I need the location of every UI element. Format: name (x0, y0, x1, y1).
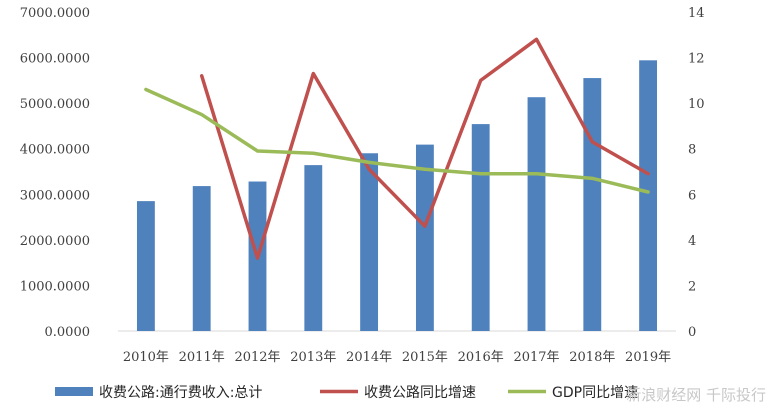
bar (415, 144, 434, 331)
legend: 收费公路:通行费收入:总计 收费公路同比增速 GDP同比增速 (55, 385, 638, 401)
x-axis-tick-label: 2011年 (179, 350, 225, 365)
x-axis-tick-label: 2015年 (402, 350, 448, 365)
right-axis-tick-label: 10 (688, 97, 705, 112)
x-axis-tick-labels: 2010年 2011年 2012年 2013年 2014年 2015年 2016年 2017年… (123, 350, 671, 365)
legend-label: 收费公路:通行费收入:总计 (99, 385, 262, 401)
x-axis-tick-label: 2018年 (569, 350, 615, 365)
x-axis-tick-label: 2017年 (513, 350, 559, 365)
bar-series (136, 60, 658, 332)
x-axis-tick-label: 2013年 (290, 350, 336, 365)
right-axis-tick-label: 14 (688, 6, 705, 21)
left-axis-tick-label: 3000.0000 (20, 188, 90, 203)
x-axis-tick-label: 2014年 (346, 350, 392, 365)
left-axis-tick-label: 4000.0000 (20, 143, 90, 158)
left-axis-tick-label: 7000.0000 (20, 6, 90, 21)
right-axis-tick-label: 2 (688, 279, 696, 294)
x-axis-tick-label: 2016年 (458, 350, 504, 365)
bar (639, 60, 658, 331)
series-line (199, 37, 650, 260)
right-axis-tick-label: 12 (688, 52, 705, 67)
bar (304, 165, 323, 331)
legend-label: 收费公路同比增速 (364, 385, 476, 401)
right-axis-tick-label: 6 (688, 188, 696, 203)
left-axis-tick-label: 2000.0000 (20, 234, 90, 249)
bar (583, 78, 602, 331)
left-axis-ticks: 0.0000 1000.0000 2000.0000 3000.0000 4000.00… (20, 6, 90, 340)
left-axis-tick-label: 6000.0000 (20, 52, 90, 67)
bar (136, 201, 155, 331)
right-axis-tick-label: 4 (688, 234, 696, 249)
left-axis-tick-label: 0.0000 (45, 325, 91, 340)
right-axis-tick-label: 0 (688, 325, 696, 340)
left-axis-tick-label: 5000.0000 (20, 97, 90, 112)
line-series (144, 37, 650, 260)
legend-label: GDP同比增速 (552, 385, 638, 401)
bar (192, 186, 211, 331)
bar (471, 124, 490, 331)
x-axis-tick-label: 2010年 (123, 350, 169, 365)
x-axis-tick-label: 2019年 (625, 350, 671, 365)
bar (360, 153, 379, 331)
x-axis-tick-label: 2012年 (234, 350, 280, 365)
series-line (144, 87, 650, 194)
right-axis-tick-label: 8 (688, 143, 696, 158)
legend-swatch (55, 387, 93, 396)
right-axis-ticks: 0 2 4 6 8 10 12 14 (688, 6, 705, 340)
bar (527, 97, 546, 332)
watermark-text: 新浪财经网 千际投行 (626, 386, 766, 404)
left-axis-tick-label: 1000.0000 (20, 279, 90, 294)
